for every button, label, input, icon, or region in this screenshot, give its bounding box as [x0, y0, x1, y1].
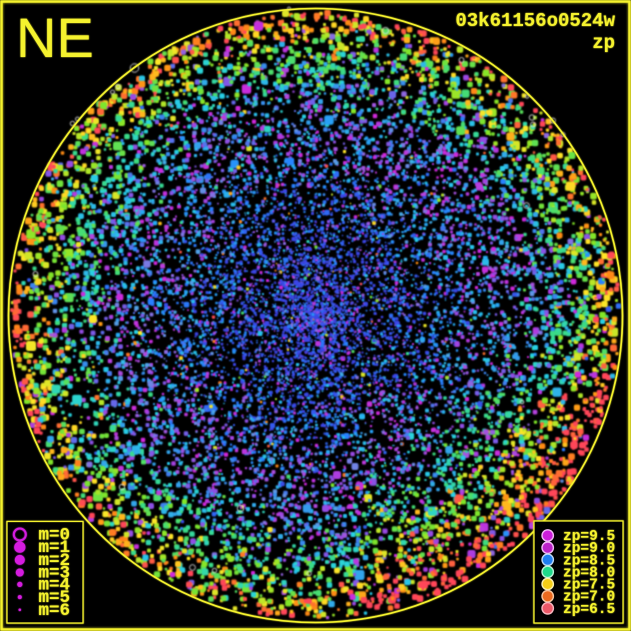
svg-text:m=6: m=6	[39, 601, 71, 621]
svg-text:03k61156o0524w: 03k61156o0524w	[455, 10, 615, 32]
svg-text:zp=6.5: zp=6.5	[563, 602, 615, 618]
svg-text:zp: zp	[592, 32, 615, 54]
svg-text:NE: NE	[16, 6, 94, 69]
